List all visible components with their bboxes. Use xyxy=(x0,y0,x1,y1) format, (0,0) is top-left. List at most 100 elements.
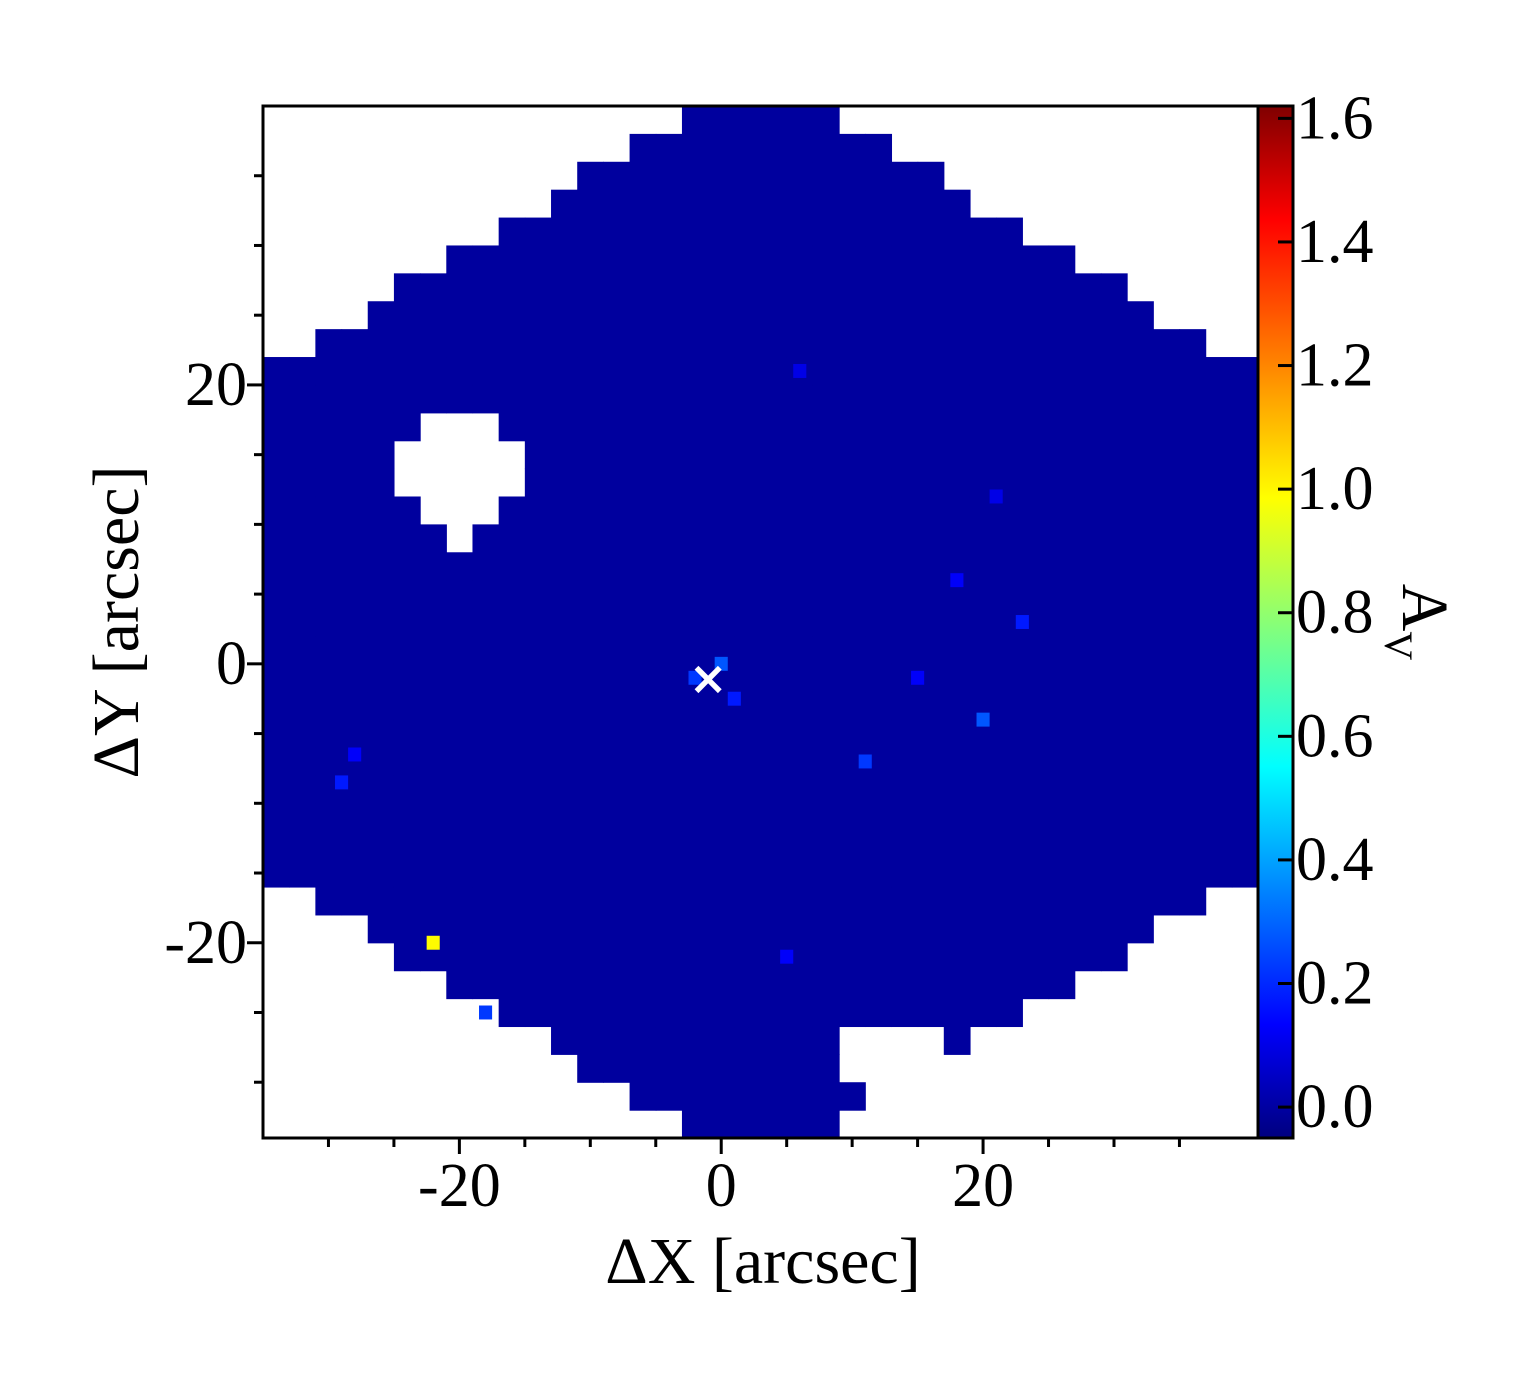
heatmap-pixel xyxy=(812,552,840,581)
heatmap-pixel xyxy=(655,691,683,721)
heatmap-pixel xyxy=(1048,273,1076,302)
heatmap-pixel xyxy=(1022,803,1050,832)
heatmap-pixel xyxy=(812,133,840,163)
heatmap-pixel xyxy=(1074,412,1102,442)
heatmap-pixel xyxy=(1153,831,1181,860)
heatmap-pixel xyxy=(1127,914,1154,944)
heatmap-pixel xyxy=(393,384,421,414)
heatmap-pixel xyxy=(551,217,578,247)
heatmap-pixel xyxy=(315,719,343,749)
heatmap-pixel xyxy=(603,914,631,944)
heatmap-pixel xyxy=(655,524,683,553)
heatmap-pixel xyxy=(577,412,604,442)
heatmap-pixel xyxy=(812,663,840,693)
heatmap-pixel xyxy=(734,273,762,302)
heatmap-pixel xyxy=(760,524,788,553)
heatmap-pixel xyxy=(577,496,604,525)
heatmap-pixel xyxy=(524,831,552,860)
heatmap-pixel xyxy=(655,942,683,972)
heatmap-pixel xyxy=(655,775,683,804)
heatmap-pixel xyxy=(1100,552,1128,581)
heatmap-pixel xyxy=(786,301,814,330)
heatmap-pixel xyxy=(734,803,762,832)
heatmap-pixel xyxy=(498,217,526,247)
heatmap-pixel xyxy=(420,635,447,665)
heatmap-pixel xyxy=(760,273,788,302)
heatmap-pixel xyxy=(629,384,657,414)
heatmap-pixel xyxy=(865,886,893,916)
heatmap-pixel xyxy=(1127,468,1154,498)
heatmap-pixel xyxy=(1048,301,1076,330)
heatmap-pixel xyxy=(943,691,971,721)
heatmap-pixel xyxy=(1048,886,1076,916)
heatmap-pixel xyxy=(1153,719,1181,749)
heatmap-pixel xyxy=(603,942,631,972)
heatmap-pixel xyxy=(917,970,945,1000)
heatmap-pixel xyxy=(393,580,421,609)
heatmap-pixel xyxy=(734,998,762,1028)
heatmap-pixel xyxy=(524,747,552,776)
heatmap-pixel xyxy=(734,859,762,888)
heatmap-pixel xyxy=(891,635,919,665)
heatmap-pixel xyxy=(446,775,474,804)
heatmap-pixel xyxy=(943,189,971,219)
heatmap-pixel xyxy=(393,719,421,749)
heatmap-pixel xyxy=(1022,524,1050,553)
heatmap-pixel xyxy=(603,552,631,581)
heatmap-pixel xyxy=(263,496,290,525)
heatmap-pixel xyxy=(734,970,762,1000)
heatmap-pixel xyxy=(1074,384,1102,414)
heatmap-pixel xyxy=(1231,859,1258,888)
heatmap-pixel xyxy=(341,608,369,637)
heatmap-pixel xyxy=(760,608,788,637)
heatmap-pixel xyxy=(839,831,866,860)
heatmap-pixel xyxy=(996,524,1023,553)
heatmap-pixel xyxy=(917,496,945,525)
heatmap-pixel xyxy=(786,524,814,553)
heatmap-pixel xyxy=(1127,719,1154,749)
heatmap-pixel xyxy=(341,803,369,832)
heatmap-pixel xyxy=(734,357,762,386)
heatmap-pixel xyxy=(577,580,604,609)
heatmap-pixel xyxy=(891,357,919,386)
heatmap-pixel xyxy=(551,384,578,414)
heatmap-pixel xyxy=(446,942,474,972)
heatmap-pixel xyxy=(551,942,578,972)
heatmap-pixel xyxy=(681,412,709,442)
heatmap-pixel xyxy=(655,357,683,386)
heatmap-pixel xyxy=(289,580,316,609)
heatmap-pixel xyxy=(681,635,709,665)
heatmap-pixel xyxy=(551,189,578,219)
heatmap-pixel xyxy=(1127,747,1154,776)
heatmap-pixel xyxy=(472,914,500,944)
heatmap-pixel xyxy=(603,496,631,525)
heatmap-pixel xyxy=(996,831,1023,860)
heatmap-pixel xyxy=(655,412,683,442)
heatmap-pixel xyxy=(1022,580,1050,609)
heatmap-pixel xyxy=(1179,747,1207,776)
heatmap-pixel xyxy=(551,440,578,470)
heatmap-pixel xyxy=(996,970,1023,1000)
heatmap-pixel xyxy=(603,301,631,330)
heatmap-pixel xyxy=(498,580,526,609)
heatmap-pixel xyxy=(263,635,290,665)
heatmap-pixel xyxy=(1179,635,1207,665)
heatmap-pixel xyxy=(681,357,709,386)
y-axis-title: ΔY [arcsec] xyxy=(80,466,153,779)
heatmap-pixel xyxy=(865,914,893,944)
heatmap-pixel xyxy=(655,1054,683,1083)
heatmap-pixel xyxy=(786,635,814,665)
heatmap-pixel xyxy=(1153,384,1181,414)
heatmap-pixel xyxy=(839,914,866,944)
heatmap-pixel xyxy=(341,663,369,693)
heatmap-pixel xyxy=(446,384,474,414)
heatmap-pixel xyxy=(865,998,893,1028)
heatmap-pixel xyxy=(969,273,997,302)
heatmap-pixel xyxy=(734,552,762,581)
heatmap-pixel xyxy=(655,468,683,498)
heatmap-pixel xyxy=(708,496,735,525)
heatmap-pixel xyxy=(289,635,316,665)
heatmap-pixel xyxy=(629,273,657,302)
y-tick-label: 0 xyxy=(216,630,247,698)
heatmap-pixel xyxy=(891,412,919,442)
